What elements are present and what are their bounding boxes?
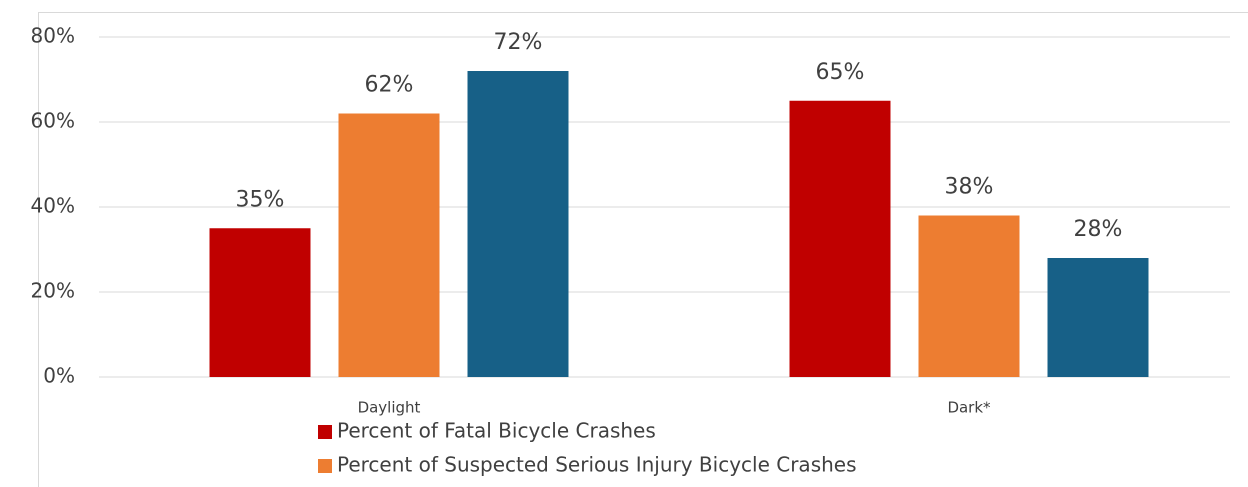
- y-tick-label: 0%: [43, 364, 75, 388]
- legend-label: Percent of Suspected Serious Injury Bicy…: [337, 453, 857, 477]
- data-label: 38%: [945, 175, 994, 200]
- data-label: 28%: [1074, 217, 1123, 242]
- bar: [467, 71, 569, 377]
- legend-swatch: [318, 459, 332, 473]
- bar: [789, 100, 891, 377]
- data-label: 72%: [494, 30, 543, 55]
- chart-frame: [38, 12, 1248, 487]
- y-tick-label: 20%: [31, 279, 75, 303]
- legend-swatch: [318, 425, 332, 439]
- x-tick-label: Dark*: [947, 399, 991, 417]
- y-tick-label: 40%: [31, 194, 75, 218]
- bar: [1047, 258, 1149, 377]
- data-label: 35%: [236, 187, 285, 212]
- bar: [338, 113, 440, 377]
- legend-label: Percent of Fatal Bicycle Crashes: [337, 419, 656, 443]
- bar: [209, 228, 311, 377]
- data-label: 62%: [365, 73, 414, 98]
- x-tick-label: Daylight: [358, 399, 421, 417]
- y-tick-label: 80%: [31, 24, 75, 48]
- data-label: 65%: [816, 60, 865, 85]
- y-tick-label: 60%: [31, 109, 75, 133]
- bar: [918, 215, 1020, 377]
